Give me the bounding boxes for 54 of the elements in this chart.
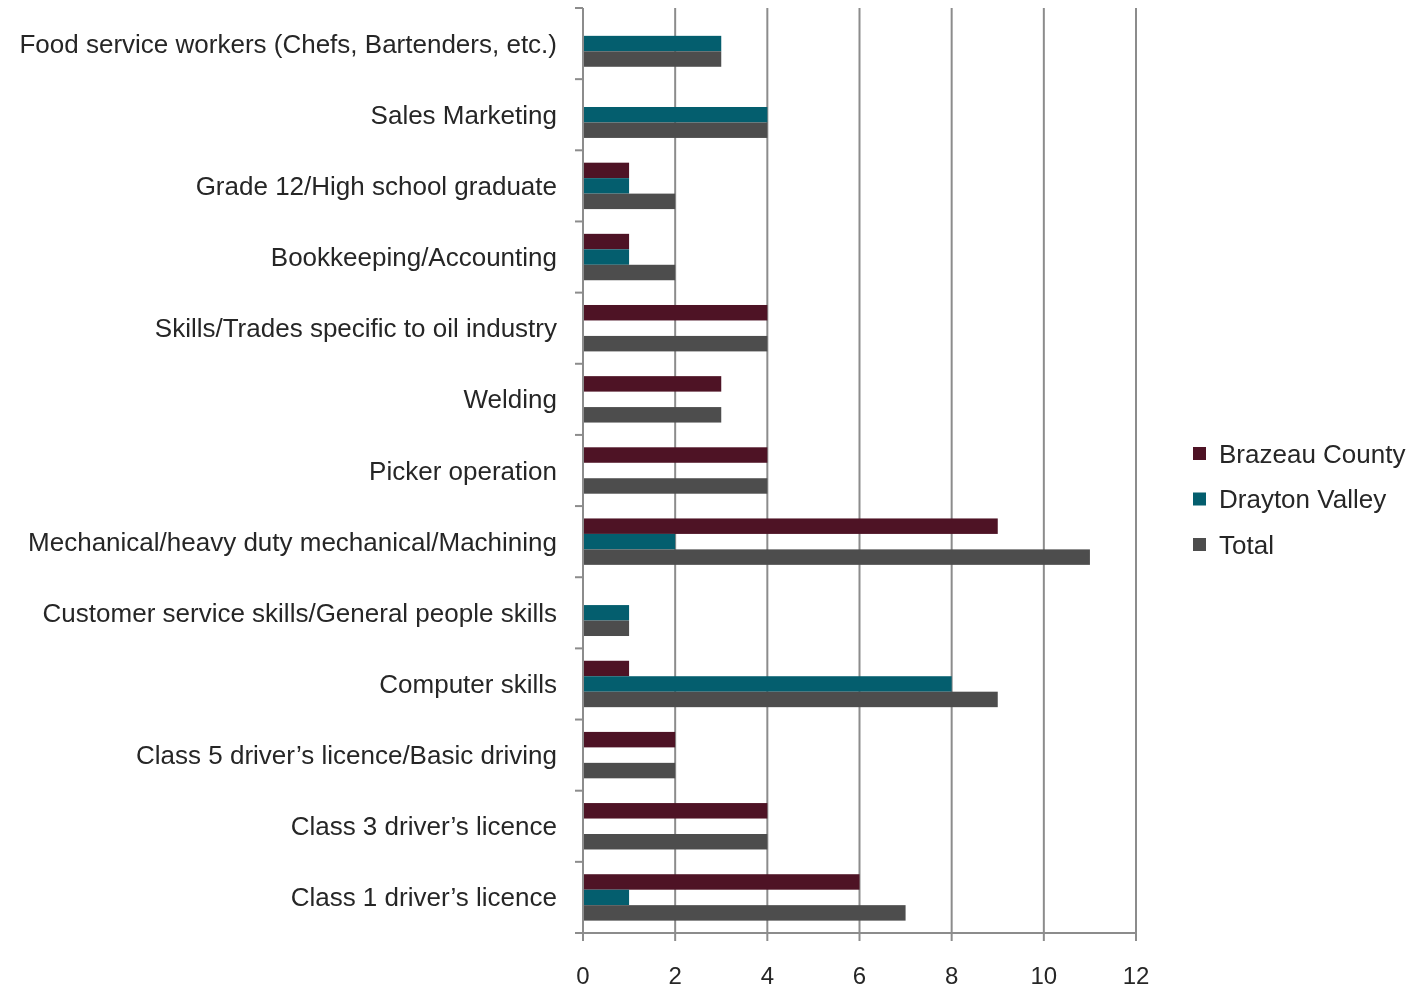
bar (583, 35, 722, 52)
bar (583, 122, 768, 138)
bar (583, 874, 860, 890)
bar (583, 518, 998, 534)
y-tick-label: Welding (463, 384, 557, 415)
bar (583, 376, 722, 392)
y-tick-label: Sales Marketing (370, 99, 557, 130)
bar (583, 676, 952, 692)
bar (583, 178, 630, 194)
bar (583, 533, 676, 550)
bar (583, 407, 722, 423)
legend-label: Drayton Valley (1219, 484, 1387, 514)
bar (583, 660, 630, 677)
bar (583, 889, 630, 906)
x-tick-label: 12 (1122, 961, 1150, 989)
bar (583, 447, 768, 463)
y-tick-label: Class 3 driver’s licence (290, 811, 557, 842)
x-tick-label: 10 (1030, 961, 1058, 989)
bar (583, 762, 676, 779)
bar (583, 905, 906, 921)
x-tick-label: 4 (760, 961, 775, 989)
y-tick-label: Food service workers (Chefs, Bartenders, etc.) (19, 28, 557, 59)
bar (583, 834, 768, 850)
y-tick-label: Mechanical/heavy duty mechanical/Machining (28, 526, 557, 557)
x-tick-label: 0 (576, 961, 590, 989)
x-tick-label: 2 (668, 961, 682, 989)
y-tick-label: Skills/Trades specific to oil industry (154, 313, 557, 344)
y-tick-label: Grade 12/High school graduate (195, 170, 557, 201)
bar (583, 478, 768, 494)
bar (583, 335, 768, 352)
bar (583, 620, 630, 637)
y-tick-label: Customer service skills/General people skills (42, 597, 557, 628)
bar (583, 803, 768, 819)
bar (583, 249, 630, 265)
bar (583, 731, 676, 748)
bar (583, 107, 768, 123)
y-tick-label: Computer skills (379, 668, 557, 699)
y-tick-label: Bookkeeping/Accounting (270, 242, 557, 273)
bar (583, 264, 676, 281)
bar (583, 605, 630, 621)
bar (583, 51, 722, 67)
x-tick-label: 8 (944, 961, 959, 989)
bar (583, 193, 676, 210)
y-tick-label: Class 1 driver’s licence (290, 882, 557, 913)
bar (583, 549, 1090, 565)
legend-label: Total (1219, 529, 1274, 560)
y-tick-label: Picker operation (369, 455, 557, 486)
y-tick-label: Class 5 driver’s licence/Basic driving (136, 740, 557, 771)
bar (583, 162, 630, 179)
bar (583, 233, 630, 250)
legend-label: Brazeau County (1219, 438, 1406, 469)
x-tick-label: 6 (852, 961, 867, 989)
bar (583, 304, 768, 321)
bar (583, 691, 998, 708)
